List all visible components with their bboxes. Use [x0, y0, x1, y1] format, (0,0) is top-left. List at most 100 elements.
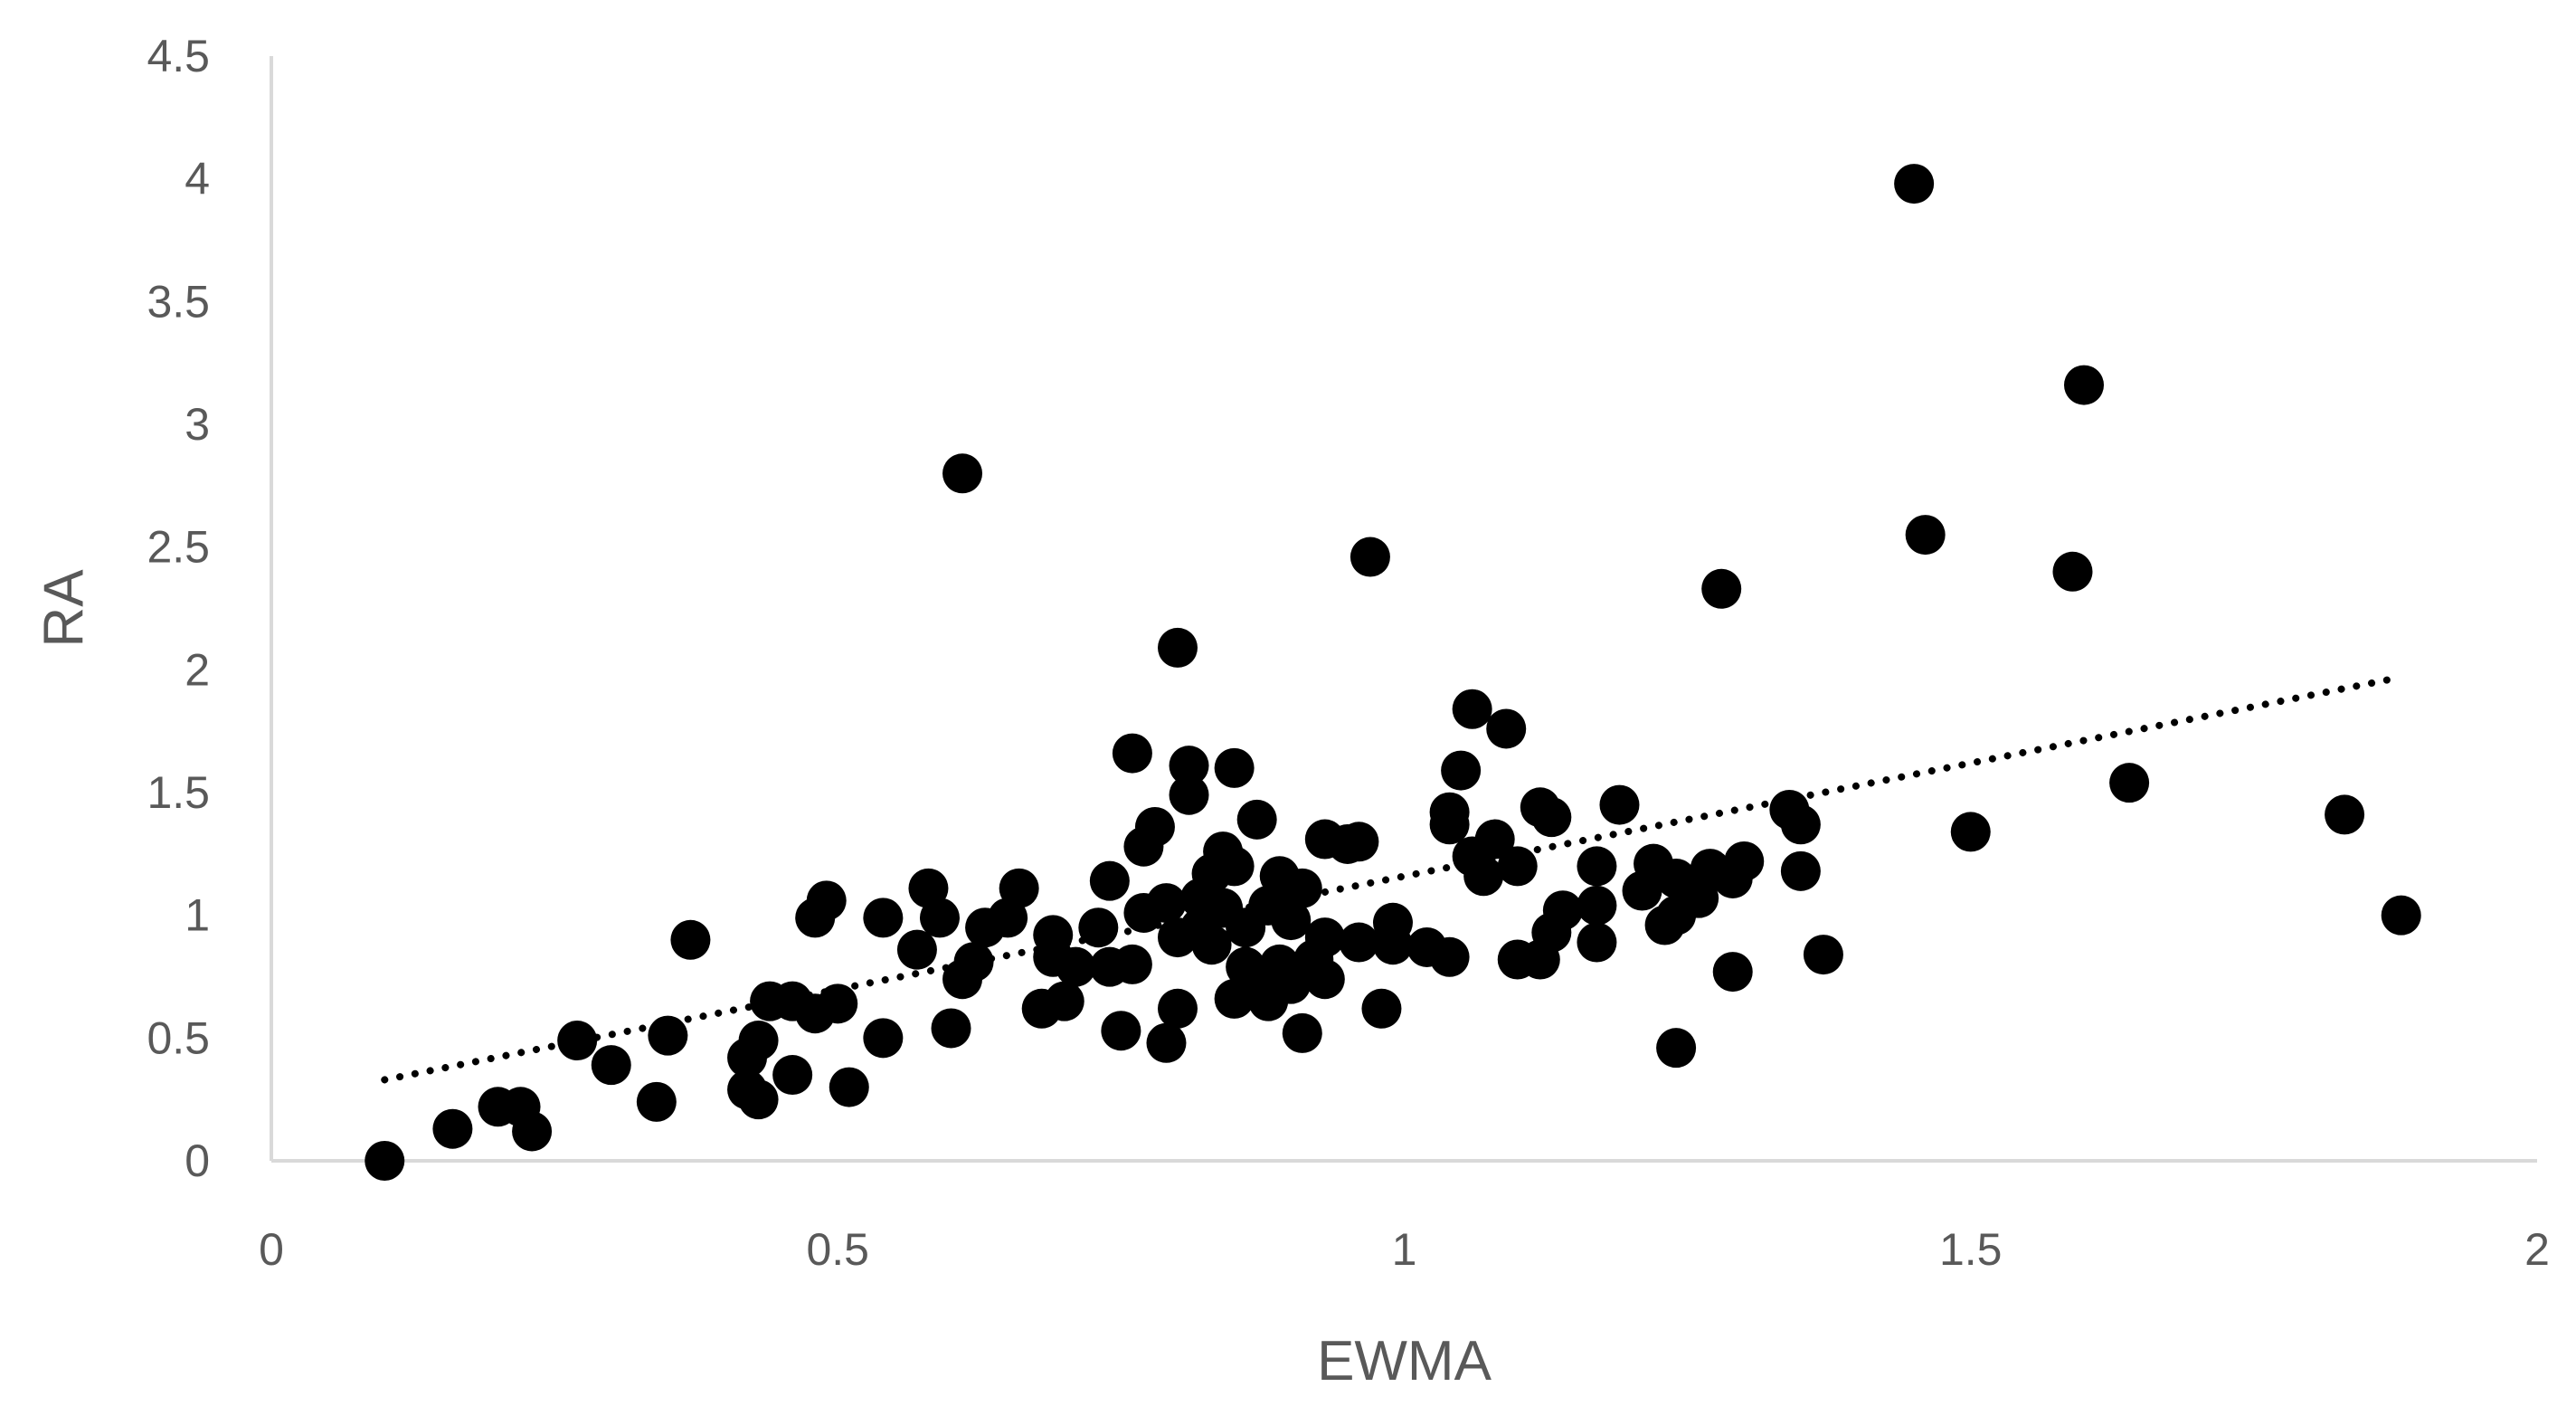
data-point	[1656, 1028, 1697, 1069]
data-point	[1361, 988, 1402, 1029]
data-point	[648, 1015, 688, 1056]
data-point	[1780, 804, 1821, 845]
y-tick-labels: 0 0.5 1 1.5 2 2.5 3 3.5 4 4.5	[147, 31, 210, 1186]
data-point	[2109, 763, 2150, 803]
y-tick-label: 2.5	[147, 522, 210, 573]
data-point	[1101, 1011, 1141, 1051]
data-point	[2064, 365, 2104, 405]
y-tick-label: 1.5	[147, 767, 210, 818]
data-point	[1214, 846, 1255, 887]
data-point	[738, 1021, 779, 1061]
data-point	[863, 898, 904, 938]
data-point	[2052, 551, 2093, 592]
data-point	[1463, 856, 1504, 897]
data-point	[1599, 784, 1640, 825]
data-point	[1134, 806, 1175, 847]
data-point	[1712, 952, 1753, 993]
data-point	[1894, 164, 1935, 204]
data-point	[1282, 1012, 1322, 1053]
y-tick-label: 3	[185, 399, 210, 450]
data-point	[1950, 812, 1991, 852]
y-tick-label: 0.5	[147, 1012, 210, 1063]
data-point	[1429, 804, 1470, 845]
x-tick-label: 0.5	[806, 1224, 869, 1275]
data-point	[1474, 819, 1515, 860]
x-tick-label: 2	[2524, 1224, 2550, 1275]
data-point	[1577, 922, 1617, 963]
data-point	[365, 1141, 405, 1181]
data-point	[1701, 568, 1742, 609]
data-point	[1146, 883, 1187, 924]
data-point	[1429, 936, 1470, 977]
data-point	[1158, 988, 1198, 1029]
data-point	[1112, 944, 1152, 984]
data-point	[1577, 846, 1617, 887]
data-point	[999, 868, 1039, 908]
data-point	[636, 1081, 677, 1122]
y-tick-label: 4.5	[147, 31, 210, 81]
data-point	[1112, 733, 1152, 774]
x-tick-label: 1	[1392, 1224, 1417, 1275]
data-point	[919, 898, 960, 938]
x-tick-label: 1.5	[1939, 1224, 2003, 1275]
y-tick-label: 3.5	[147, 276, 210, 327]
data-point	[896, 929, 937, 970]
data-point	[1271, 900, 1312, 941]
y-tick-label: 4	[185, 154, 210, 204]
trendline	[381, 673, 2405, 1084]
data-point	[806, 880, 847, 921]
data-point	[829, 1067, 869, 1107]
data-point	[1452, 689, 1492, 729]
data-point	[670, 919, 711, 960]
x-axis-title: EWMA	[1317, 1330, 1492, 1392]
data-point	[591, 1045, 631, 1086]
data-point	[1372, 925, 1413, 965]
data-point	[2381, 895, 2421, 936]
x-tick-labels: 0 0.5 1 1.5 2	[259, 1224, 2550, 1275]
x-tick-label: 0	[259, 1224, 284, 1275]
data-point	[1282, 868, 1322, 908]
data-point	[1169, 746, 1209, 786]
data-point	[772, 1055, 813, 1096]
data-point	[1339, 922, 1379, 963]
data-point	[1304, 959, 1345, 1000]
data-point	[942, 453, 983, 494]
data-point	[1905, 515, 1946, 556]
data-point	[1350, 537, 1390, 577]
data-point	[818, 983, 858, 1024]
y-axis: 0 0.5 1 1.5 2 2.5 3 3.5 4 4.5	[147, 31, 273, 1186]
data-point	[1531, 797, 1572, 838]
data-point	[1724, 841, 1765, 881]
data-points	[365, 164, 2421, 1181]
y-axis-title: RA	[33, 569, 95, 648]
data-point	[1577, 885, 1617, 926]
data-point	[931, 1008, 971, 1049]
data-point	[557, 1021, 598, 1061]
data-point	[738, 1079, 779, 1120]
data-point	[1486, 708, 1527, 749]
data-point	[1339, 822, 1379, 862]
data-point	[1304, 917, 1345, 958]
data-point	[1044, 981, 1084, 1021]
x-axis: 0 0.5 1 1.5 2	[259, 1159, 2550, 1275]
data-point	[1056, 946, 1096, 987]
data-point	[1158, 627, 1198, 668]
y-tick-label: 0	[185, 1135, 210, 1186]
data-point	[1214, 747, 1255, 788]
data-point	[1441, 750, 1482, 791]
data-point	[1780, 850, 1821, 891]
data-point	[1169, 774, 1209, 815]
data-point	[1803, 935, 1843, 975]
data-point	[1146, 1022, 1187, 1063]
data-point	[1542, 890, 1583, 931]
data-point	[863, 1018, 904, 1059]
data-point	[1497, 846, 1538, 887]
data-point	[1236, 799, 1277, 840]
data-point	[2325, 794, 2365, 835]
data-point	[1191, 925, 1232, 965]
data-point	[1089, 860, 1130, 901]
y-tick-label: 2	[185, 644, 210, 695]
data-point	[1078, 907, 1119, 948]
y-tick-label: 1	[185, 890, 210, 941]
